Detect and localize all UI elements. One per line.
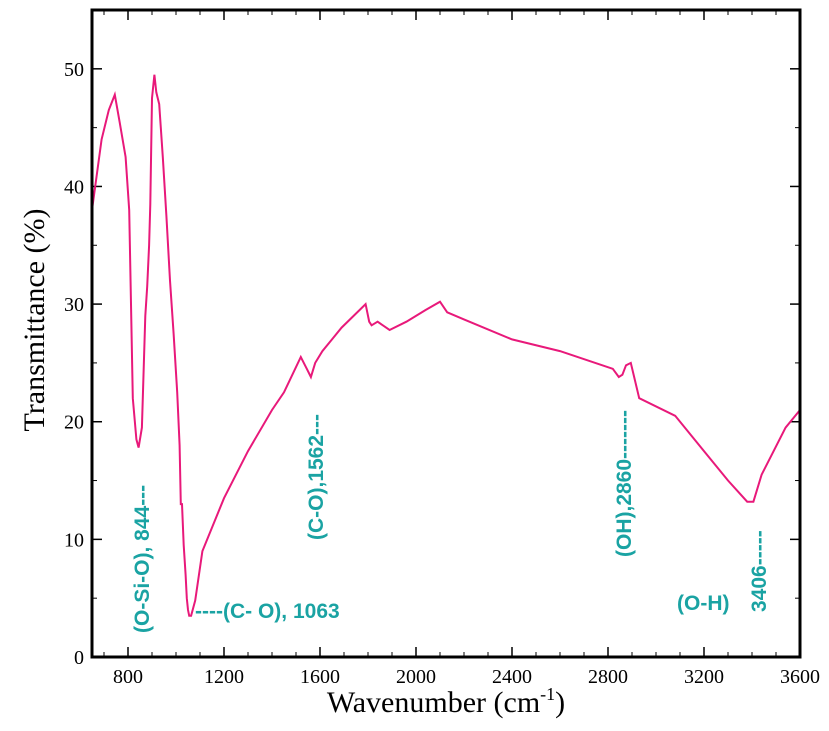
transmittance-line xyxy=(91,74,801,617)
annotation-c-o-1562: (C-O),1562--- xyxy=(305,414,328,540)
y-tick-label: 40 xyxy=(64,176,84,198)
annotation-oh-2860: (OH),2860------- xyxy=(613,410,636,557)
x-axis-title-main: Wavenumber (cm xyxy=(327,686,540,719)
y-tick-label: 10 xyxy=(64,529,84,551)
x-tick-label: 1600 xyxy=(300,666,340,688)
annotation-3406: 3406----- xyxy=(748,530,771,612)
y-axis-title: Transmittance (%) xyxy=(18,208,51,431)
x-tick-label: 2000 xyxy=(396,666,436,688)
annotation-o-si-o: (O-Si-O), 844--- xyxy=(131,485,154,633)
x-tick-label: 1200 xyxy=(204,666,244,688)
y-tick-label: 0 xyxy=(74,647,84,669)
x-tick-label: 3600 xyxy=(780,666,820,688)
y-tick-label: 20 xyxy=(64,412,84,434)
annotation-o-h: (O-H) xyxy=(677,592,729,615)
x-axis-title: Wavenumber (cm-1) xyxy=(327,684,565,719)
x-axis-title-superscript: -1 xyxy=(540,684,555,704)
x-tick-label: 2800 xyxy=(588,666,628,688)
ticks-layer xyxy=(92,10,801,658)
y-tick-label: 30 xyxy=(64,294,84,316)
x-tick-label: 3200 xyxy=(684,666,724,688)
tick-labels-layer: 800 1200 1600 2000 2400 2800 3200 3600 0 10 20 30 40… xyxy=(64,59,820,688)
x-axis-title-close: ) xyxy=(555,686,565,719)
x-tick-label: 2400 xyxy=(492,666,532,688)
plot-frame xyxy=(90,8,802,659)
y-tick-label: 50 xyxy=(64,59,84,81)
x-tick-label: 800 xyxy=(113,666,143,688)
annotation-c-o-1063: ----(C- O), 1063 xyxy=(195,600,340,623)
